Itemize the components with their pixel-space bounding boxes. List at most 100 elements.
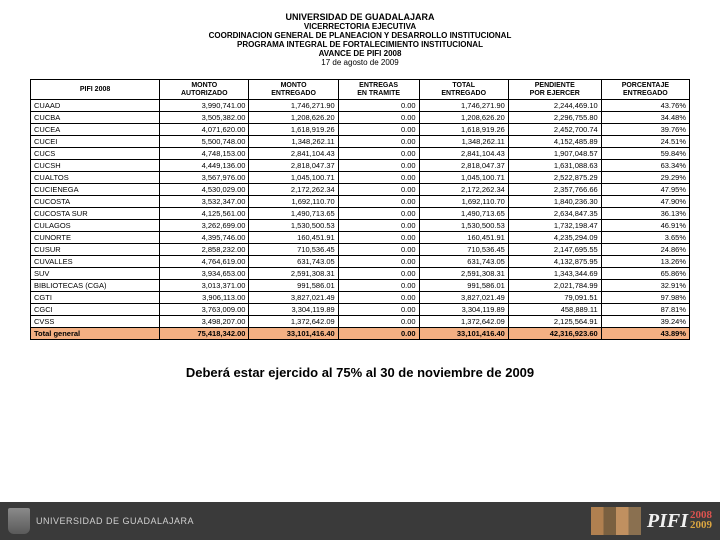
table-container: PIFI 2008MONTOAUTORIZADOMONTOENTREGADOEN… — [30, 79, 690, 340]
header-line-2: VICERRECTORIA EJECUTIVA — [0, 22, 720, 31]
table-cell: 2,858,232.00 — [160, 244, 249, 256]
table-cell: 2,591,308.31 — [249, 268, 338, 280]
table-cell: 0.00 — [338, 292, 419, 304]
table-cell: 0.00 — [338, 112, 419, 124]
table-row: CGCI3,763,009.003,304,119.890.003,304,11… — [31, 304, 690, 316]
table-cell: 0.00 — [338, 244, 419, 256]
table-cell: CUNORTE — [31, 232, 160, 244]
table-cell: CVSS — [31, 316, 160, 328]
table-cell: 65.86% — [601, 268, 689, 280]
table-cell: 2,021,784.99 — [508, 280, 601, 292]
table-cell: 1,045,100.71 — [249, 172, 338, 184]
table-row: CUSUR2,858,232.00710,536.450.00710,536.4… — [31, 244, 690, 256]
table-cell: 63.34% — [601, 160, 689, 172]
table-cell: 3,262,699.00 — [160, 220, 249, 232]
table-body: CUAAD3,990,741.001,746,271.900.001,746,2… — [31, 100, 690, 340]
header-line-4: PROGRAMA INTEGRAL DE FORTALECIMIENTO INS… — [0, 40, 720, 49]
table-cell: 991,586.01 — [249, 280, 338, 292]
table-cell: 3,505,382.00 — [160, 112, 249, 124]
table-cell: 1,372,642.09 — [419, 316, 508, 328]
table-cell: 0.00 — [338, 268, 419, 280]
table-cell: 3,827,021.49 — [249, 292, 338, 304]
table-cell: 2,244,469.10 — [508, 100, 601, 112]
table-cell: 1,692,110.70 — [249, 196, 338, 208]
table-cell: CUCSH — [31, 160, 160, 172]
table-row: CUNORTE4,395,746.00160,451.910.00160,451… — [31, 232, 690, 244]
table-cell: 2,818,047.37 — [249, 160, 338, 172]
table-cell: 1,045,100.71 — [419, 172, 508, 184]
table-cell: 3,934,653.00 — [160, 268, 249, 280]
table-cell: 79,091.51 — [508, 292, 601, 304]
university-shield-icon — [8, 508, 30, 534]
table-cell: 0.00 — [338, 172, 419, 184]
table-cell: CUCOSTA — [31, 196, 160, 208]
column-header: PENDIENTEPOR EJERCER — [508, 80, 601, 100]
table-cell: 3,013,371.00 — [160, 280, 249, 292]
table-cell: 3,567,976.00 — [160, 172, 249, 184]
table-cell: 1,208,626.20 — [419, 112, 508, 124]
table-cell: CUCOSTA SUR — [31, 208, 160, 220]
table-row: CUAAD3,990,741.001,746,271.900.001,746,2… — [31, 100, 690, 112]
table-total-cell: 42,316,923.60 — [508, 328, 601, 340]
table-cell: 87.81% — [601, 304, 689, 316]
table-cell: CUCEI — [31, 136, 160, 148]
table-cell: CUCEA — [31, 124, 160, 136]
table-row: CUCIENEGA4,530,029.002,172,262.340.002,1… — [31, 184, 690, 196]
table-cell: 710,536.45 — [249, 244, 338, 256]
table-cell: 1,348,262.11 — [249, 136, 338, 148]
table-cell: 3.65% — [601, 232, 689, 244]
table-cell: 24.51% — [601, 136, 689, 148]
table-cell: 4,748,153.00 — [160, 148, 249, 160]
table-cell: 34.48% — [601, 112, 689, 124]
table-row: CUCEA4,071,620.001,618,919.260.001,618,9… — [31, 124, 690, 136]
table-total-cell: 75,418,342.00 — [160, 328, 249, 340]
table-cell: 0.00 — [338, 184, 419, 196]
table-cell: 4,125,561.00 — [160, 208, 249, 220]
table-cell: 1,208,626.20 — [249, 112, 338, 124]
table-cell: 2,147,695.55 — [508, 244, 601, 256]
table-cell: 0.00 — [338, 160, 419, 172]
table-cell: 1,840,236.30 — [508, 196, 601, 208]
pifi-table: PIFI 2008MONTOAUTORIZADOMONTOENTREGADOEN… — [30, 79, 690, 340]
table-cell: 5,500,748.00 — [160, 136, 249, 148]
table-cell: 1,490,713.65 — [419, 208, 508, 220]
table-cell: CGTI — [31, 292, 160, 304]
table-cell: 46.91% — [601, 220, 689, 232]
table-cell: 36.13% — [601, 208, 689, 220]
table-cell: CGCI — [31, 304, 160, 316]
table-cell: 991,586.01 — [419, 280, 508, 292]
table-cell: 2,172,262.34 — [249, 184, 338, 196]
table-cell: CUALTOS — [31, 172, 160, 184]
table-cell: 43.76% — [601, 100, 689, 112]
table-cell: CUSUR — [31, 244, 160, 256]
table-row: CVSS3,498,207.001,372,642.090.001,372,64… — [31, 316, 690, 328]
table-cell: 2,841,104.43 — [419, 148, 508, 160]
table-cell: 4,395,746.00 — [160, 232, 249, 244]
pifi-logo-text: PIFI — [647, 510, 688, 533]
table-cell: 2,634,847.35 — [508, 208, 601, 220]
table-cell: SUV — [31, 268, 160, 280]
header-line-5: AVANCE DE PIFI 2008 — [0, 49, 720, 58]
table-cell: CUCIENEGA — [31, 184, 160, 196]
slide-footer: UNIVERSIDAD DE GUADALAJARA PIFI 2008 200… — [0, 502, 720, 540]
table-row: CUALTOS3,567,976.001,045,100.710.001,045… — [31, 172, 690, 184]
table-cell: 631,743.05 — [249, 256, 338, 268]
table-cell: 47.95% — [601, 184, 689, 196]
table-cell: 710,536.45 — [419, 244, 508, 256]
table-cell: 0.00 — [338, 208, 419, 220]
footer-university-name: UNIVERSIDAD DE GUADALAJARA — [36, 516, 194, 526]
table-cell: 0.00 — [338, 148, 419, 160]
table-cell: 4,235,294.09 — [508, 232, 601, 244]
table-total-row: Total general75,418,342.0033,101,416.400… — [31, 328, 690, 340]
table-cell: 1,530,500.53 — [249, 220, 338, 232]
table-cell: 32.91% — [601, 280, 689, 292]
table-cell: 59.84% — [601, 148, 689, 160]
table-cell: 0.00 — [338, 136, 419, 148]
header-line-6: 17 de agosto de 2009 — [0, 58, 720, 67]
table-cell: 2,172,262.34 — [419, 184, 508, 196]
table-cell: 458,889.11 — [508, 304, 601, 316]
table-cell: 3,990,741.00 — [160, 100, 249, 112]
table-cell: 4,449,136.00 — [160, 160, 249, 172]
table-row: CUCSH4,449,136.002,818,047.370.002,818,0… — [31, 160, 690, 172]
table-cell: 2,296,755.80 — [508, 112, 601, 124]
